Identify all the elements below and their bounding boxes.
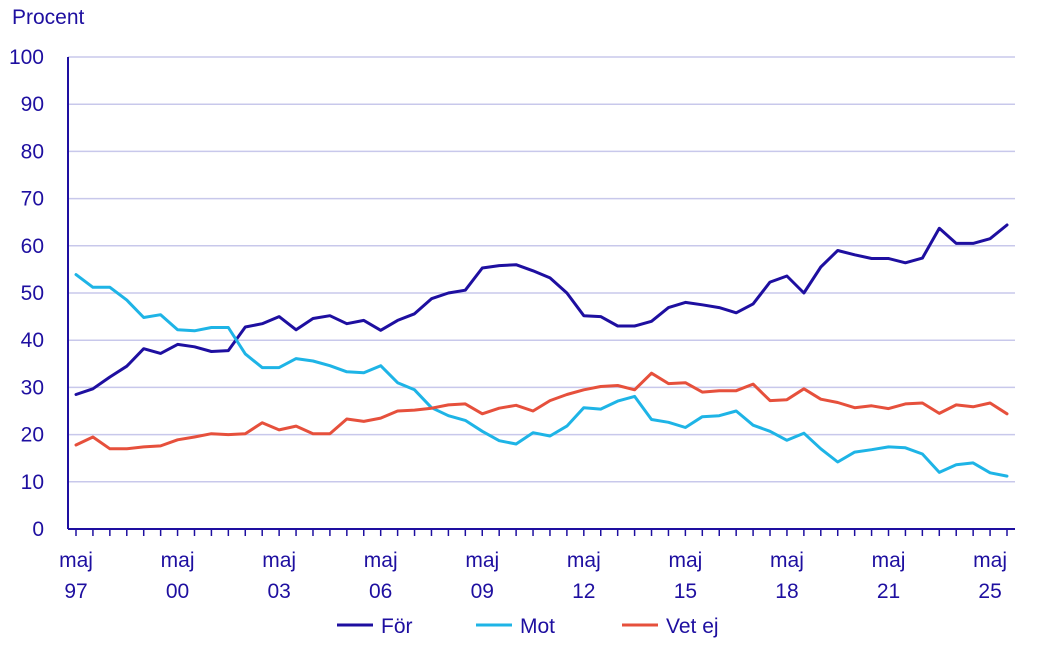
x-tick-label-month: maj xyxy=(59,549,93,572)
y-tick-label: 90 xyxy=(21,93,44,116)
y-tick-label: 60 xyxy=(21,235,44,258)
y-tick-label: 80 xyxy=(21,140,44,163)
x-tick-label-year: 03 xyxy=(267,580,290,603)
series-line-0 xyxy=(74,223,1009,396)
gridlines xyxy=(68,56,1015,483)
series-lines xyxy=(74,223,1009,478)
x-tick-label-month: maj xyxy=(770,549,804,572)
x-tick-label-year: 18 xyxy=(775,580,798,603)
x-tick-label-year: 12 xyxy=(572,580,595,603)
x-tick-label-year: 25 xyxy=(978,580,1001,603)
y-tick-label: 50 xyxy=(21,282,44,305)
series-line-2 xyxy=(74,371,1009,451)
x-tick-label-year: 15 xyxy=(674,580,697,603)
y-tick-label: 100 xyxy=(9,46,44,69)
x-tick-labels: maj 97 maj 00 maj 03 maj 06 maj 09 maj 12 maj 15 maj 18… xyxy=(59,549,1007,603)
legend: För Mot Vet ej xyxy=(337,615,719,638)
y-tick-label: 20 xyxy=(21,424,44,447)
series-line-1 xyxy=(74,273,1009,478)
x-tick-label-month: maj xyxy=(668,549,702,572)
x-tick-label-month: maj xyxy=(161,549,195,572)
y-tick-label: 70 xyxy=(21,188,44,211)
y-tick-label: 30 xyxy=(21,376,44,399)
legend-label: Vet ej xyxy=(666,615,719,638)
x-tick-label-month: maj xyxy=(973,549,1007,572)
x-tick-label-year: 00 xyxy=(166,580,189,603)
x-tick-label-month: maj xyxy=(567,549,601,572)
x-tick-label-year: 06 xyxy=(369,580,392,603)
x-tick-label-month: maj xyxy=(872,549,906,572)
x-tick-label-year: 97 xyxy=(64,580,87,603)
x-tick-label-year: 09 xyxy=(471,580,494,603)
legend-label: För xyxy=(381,615,413,638)
axes xyxy=(67,57,1015,536)
y-tick-label: 40 xyxy=(21,329,44,352)
x-tick-label-year: 21 xyxy=(877,580,900,603)
y-tick-label: 0 xyxy=(32,518,44,541)
legend-label: Mot xyxy=(520,615,555,638)
x-tick-label-month: maj xyxy=(364,549,398,572)
x-tick-label-month: maj xyxy=(262,549,296,572)
y-tick-label: 10 xyxy=(21,471,44,494)
x-tick-label-month: maj xyxy=(465,549,499,572)
y-tick-labels: 0 10 20 30 40 50 60 70 80 90 100 xyxy=(9,46,44,541)
y-axis-title: Procent xyxy=(12,6,85,29)
